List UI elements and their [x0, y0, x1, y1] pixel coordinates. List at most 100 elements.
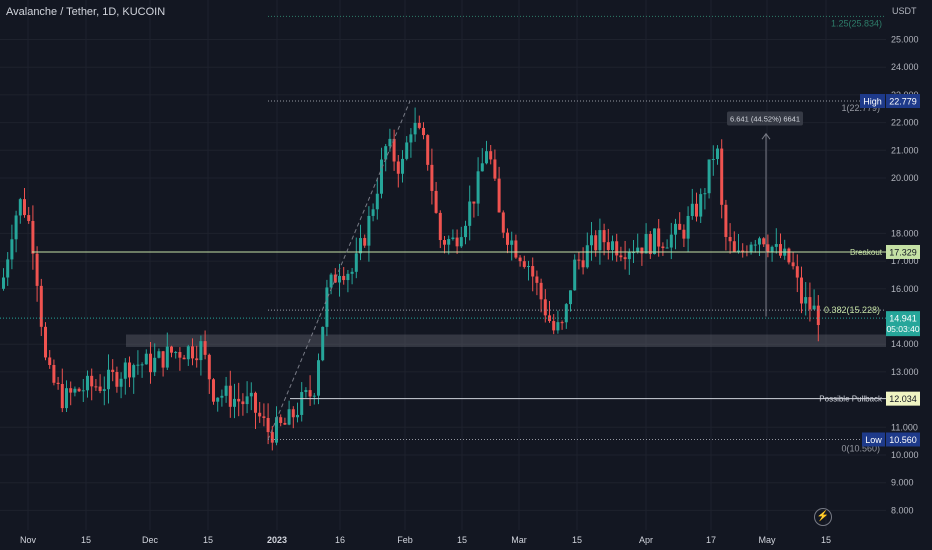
- measure-label: 6.641 (44.52%) 6641: [730, 115, 800, 124]
- y-tick-label: 11.000: [891, 422, 918, 432]
- candle-body: [791, 262, 795, 267]
- candle-body: [812, 305, 816, 310]
- candle-body: [165, 346, 169, 368]
- candle-body: [291, 409, 295, 418]
- candle-body: [153, 357, 157, 373]
- candle-body: [711, 159, 715, 161]
- candle-body: [648, 234, 652, 255]
- candle-body: [6, 259, 10, 278]
- candle-body: [422, 127, 425, 136]
- y-tick-label: 14.000: [891, 339, 919, 349]
- candle-body: [94, 386, 98, 388]
- candle-body: [136, 364, 140, 366]
- candle-body: [464, 225, 467, 238]
- candle-body: [581, 260, 585, 268]
- candle-body: [493, 159, 497, 179]
- candle-body: [413, 122, 417, 135]
- candle-body: [283, 422, 287, 425]
- low-badge-label: Low: [865, 435, 882, 445]
- candle-body: [518, 257, 522, 262]
- candle-body: [65, 388, 68, 409]
- candle-body: [699, 194, 703, 217]
- candle-body: [254, 392, 257, 413]
- x-tick-label: 15: [572, 535, 582, 545]
- candle-body: [375, 193, 379, 210]
- x-tick-label: 17: [706, 535, 716, 545]
- candle-body: [296, 414, 299, 418]
- fib-trend-line: [267, 100, 411, 440]
- low-badge-label-bg: [862, 432, 885, 447]
- pullback-badge: 12.034: [889, 394, 917, 404]
- y-tick-label: 10.000: [891, 450, 919, 460]
- candle-body: [149, 353, 152, 373]
- candle-body: [132, 365, 136, 378]
- y-tick-label: 22.000: [891, 118, 919, 128]
- candle-body: [31, 220, 35, 254]
- candle-body: [359, 238, 362, 254]
- candle-body: [753, 244, 757, 246]
- candle-body: [409, 134, 413, 143]
- candle-body: [405, 142, 409, 159]
- candle-body: [392, 138, 396, 162]
- candle-body: [779, 244, 782, 256]
- candle-body: [787, 248, 791, 263]
- y-tick-label: 25.000: [891, 35, 919, 45]
- candle-body: [514, 240, 518, 258]
- candle-body: [216, 397, 220, 402]
- x-tick-label: 15: [821, 535, 831, 545]
- breakout-badge-bg: [886, 244, 920, 259]
- x-tick-label: Feb: [397, 535, 413, 545]
- candle-body: [111, 369, 115, 373]
- candle-body: [598, 230, 602, 251]
- candle-body: [770, 246, 774, 252]
- candle-body: [774, 244, 778, 247]
- measure-box: [727, 111, 803, 126]
- candle-body: [640, 247, 644, 254]
- candles: [2, 107, 820, 451]
- candle-body: [459, 237, 463, 247]
- x-tick-label: 15: [203, 535, 213, 545]
- candle-body: [333, 274, 337, 283]
- candle-body: [816, 305, 820, 326]
- candle-body: [758, 238, 761, 245]
- x-tick-label: May: [758, 535, 776, 545]
- lightning-icon[interactable]: ⚡: [814, 508, 832, 526]
- chart-title: Avalanche / Tether, 1D, KUCOIN: [6, 6, 166, 18]
- candle-body: [178, 352, 182, 358]
- candle-body: [606, 242, 610, 250]
- candle-body: [480, 163, 484, 172]
- y-tick-label: 17.000: [891, 256, 919, 266]
- candle-body: [287, 409, 291, 425]
- candle-body: [737, 250, 740, 252]
- candle-body: [338, 275, 341, 283]
- x-tick-label: 2023: [267, 535, 287, 545]
- candle-body: [552, 321, 556, 331]
- candle-body: [321, 326, 325, 361]
- candle-body: [443, 240, 446, 245]
- candle-body: [632, 252, 635, 254]
- support-zone: [126, 334, 886, 347]
- candle-body: [228, 385, 232, 407]
- candle-body: [233, 398, 236, 407]
- high-badge-value-bg: [886, 94, 920, 109]
- candle-body: [585, 245, 589, 268]
- candle-body: [489, 151, 493, 160]
- breakout-badge: 17.329: [889, 247, 917, 257]
- x-tick-label: Nov: [20, 535, 37, 545]
- candle-body: [304, 390, 308, 393]
- candle-body: [380, 159, 383, 194]
- candle-body: [732, 241, 736, 252]
- candle-body: [627, 252, 631, 260]
- candle-body: [682, 229, 686, 239]
- candle-body: [611, 241, 614, 250]
- candle-body: [35, 253, 39, 286]
- candle-body: [329, 274, 333, 288]
- x-tick-label: 15: [457, 535, 467, 545]
- candle-body: [270, 432, 274, 443]
- candle-body: [203, 341, 207, 355]
- candle-body: [388, 138, 392, 147]
- candle-body: [577, 259, 581, 261]
- x-tick-label: Dec: [142, 535, 159, 545]
